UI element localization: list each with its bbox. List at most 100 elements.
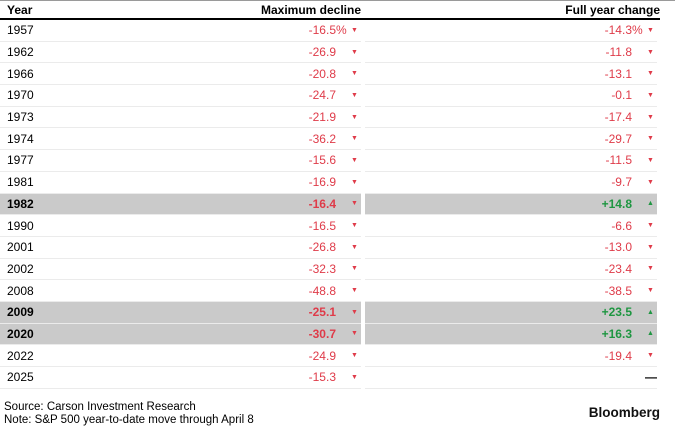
full-year-change-cell: +23.5 ▲: [365, 301, 657, 324]
column-gap: [361, 41, 365, 64]
down-triangle-icon: ▼: [351, 222, 358, 230]
down-triangle-icon: ▼: [647, 287, 654, 295]
year-value: 2009: [7, 305, 34, 320]
full-year-change-cell: +14.8 ▲: [365, 193, 657, 216]
full-year-value: -9.7: [611, 175, 632, 190]
year-value: 1981: [7, 175, 34, 190]
max-decline-value: -24.7: [308, 88, 336, 103]
max-decline-value-group: -26.9 ▼: [309, 45, 361, 59]
full-year-value: -14.3: [604, 23, 632, 38]
down-triangle-icon: ▼: [351, 26, 358, 34]
full-year-change-cell: -17.4 ▼: [365, 106, 657, 129]
down-triangle-icon: ▼: [351, 330, 358, 338]
down-triangle-icon: ▼: [647, 156, 654, 164]
header-left-group: Year Maximum decline: [0, 3, 361, 17]
down-triangle-icon: ▼: [351, 200, 358, 208]
full-year-change-cell: -6.6 ▼: [365, 215, 657, 237]
year-and-max-decline-cell: 2020 -30.7 ▼: [0, 323, 361, 346]
year-column-header: Year: [7, 2, 33, 17]
down-triangle-icon: ▼: [351, 243, 358, 251]
full-year-value-group: —: [632, 371, 657, 383]
column-gap: [361, 236, 365, 259]
down-triangle-icon: ▼: [647, 178, 654, 186]
full-year-value: -17.4: [604, 110, 632, 125]
year-and-max-decline-cell: 2009 -25.1 ▼: [0, 301, 361, 324]
table-row: 1957 -16.5% ▼ -14.3% ▼: [0, 20, 657, 42]
max-decline-value: -16.5: [308, 23, 336, 38]
max-decline-value-group: -16.5 ▼: [309, 219, 361, 233]
year-value: 1977: [7, 153, 34, 168]
year-value: 2001: [7, 240, 34, 255]
down-triangle-icon: ▼: [351, 48, 358, 56]
table-row: 1966 -20.8 ▼ -13.1 ▼: [0, 63, 657, 86]
year-value: 2002: [7, 261, 34, 276]
up-triangle-icon: ▲: [647, 200, 654, 208]
column-gap: [361, 280, 365, 302]
down-triangle-icon: ▼: [351, 113, 358, 121]
full-year-change-cell: -9.7 ▼: [365, 171, 657, 194]
full-year-change-cell: -13.0 ▼: [365, 236, 657, 259]
table-row: 1962 -26.9 ▼ -11.8 ▼: [0, 41, 657, 64]
year-and-max-decline-cell: 1962 -26.9 ▼: [0, 41, 361, 64]
down-triangle-icon: ▼: [647, 222, 654, 230]
down-triangle-icon: ▼: [351, 91, 358, 99]
full-year-value: -38.5: [604, 283, 632, 298]
full-year-value: +16.3: [601, 326, 632, 341]
max-decline-value-group: -24.9 ▼: [309, 349, 361, 363]
max-decline-value: -15.6: [308, 153, 336, 168]
full-year-value-group: +23.5 ▲: [602, 305, 657, 319]
year-and-max-decline-cell: 1982 -16.4 ▼: [0, 193, 361, 216]
max-decline-column-header: Maximum decline: [260, 2, 361, 17]
table-row: 1982 -16.4 ▼ +14.8 ▲: [0, 193, 657, 216]
full-year-change-cell: -29.7 ▼: [365, 128, 657, 151]
year-value: 1962: [7, 45, 34, 60]
full-year-value-group: -19.4 ▼: [605, 349, 657, 363]
down-triangle-icon: ▼: [647, 70, 654, 78]
max-decline-value-group: -20.8 ▼: [309, 67, 361, 81]
year-and-max-decline-cell: 1974 -36.2 ▼: [0, 128, 361, 151]
column-gap: [361, 193, 365, 216]
table-row: 2009 -25.1 ▼ +23.5 ▲: [0, 301, 657, 324]
table-row: 2020 -30.7 ▼ +16.3 ▲: [0, 323, 657, 346]
max-decline-value: -26.9: [308, 45, 336, 60]
year-and-max-decline-cell: 1966 -20.8 ▼: [0, 63, 361, 86]
percent-sign: %: [632, 23, 643, 38]
column-gap: [361, 323, 365, 346]
year-and-max-decline-cell: 2001 -26.8 ▼: [0, 236, 361, 259]
max-decline-value: -30.7: [308, 326, 336, 341]
column-gap: [361, 85, 365, 107]
year-and-max-decline-cell: 1977 -15.6 ▼: [0, 150, 361, 172]
table-row: 1970 -24.7 ▼ -0.1 ▼: [0, 85, 657, 107]
table-row: 2022 -24.9 ▼ -19.4 ▼: [0, 345, 657, 367]
full-year-value: -23.4: [604, 261, 632, 276]
full-year-change-cell: -13.1 ▼: [365, 63, 657, 86]
year-and-max-decline-cell: 1981 -16.9 ▼: [0, 171, 361, 194]
max-decline-value: -16.9: [308, 175, 336, 190]
table-row: 2002 -32.3 ▼ -23.4 ▼: [0, 258, 657, 281]
down-triangle-icon: ▼: [647, 48, 654, 56]
full-year-value-group: -23.4 ▼: [605, 262, 657, 276]
year-and-max-decline-cell: 1970 -24.7 ▼: [0, 85, 361, 107]
year-and-max-decline-cell: 1957 -16.5% ▼: [0, 20, 361, 42]
down-triangle-icon: ▼: [351, 308, 358, 316]
column-gap: [361, 215, 365, 237]
full-year-change-cell: -11.5 ▼: [365, 150, 657, 172]
table-row: 1973 -21.9 ▼ -17.4 ▼: [0, 106, 657, 129]
full-year-value: -6.6: [611, 218, 632, 233]
column-gap: [361, 301, 365, 324]
footnotes: Source: Carson Investment Research Note:…: [4, 401, 254, 427]
down-triangle-icon: ▼: [351, 178, 358, 186]
max-decline-value-group: -30.7 ▼: [309, 327, 361, 341]
full-year-value-group: -9.7 ▼: [611, 175, 657, 189]
full-year-value: -11.5: [605, 153, 632, 168]
max-decline-value-group: -16.4 ▼: [309, 197, 361, 211]
year-value: 1973: [7, 110, 34, 125]
year-value: 1974: [7, 131, 34, 146]
max-decline-value: -24.9: [308, 348, 336, 363]
max-decline-value: -26.8: [308, 240, 336, 255]
max-decline-value-group: -32.3 ▼: [309, 262, 361, 276]
year-and-max-decline-cell: 1990 -16.5 ▼: [0, 215, 361, 237]
down-triangle-icon: ▼: [351, 135, 358, 143]
max-decline-value: -20.8: [308, 66, 336, 81]
full-year-change-cell: —: [365, 367, 657, 389]
